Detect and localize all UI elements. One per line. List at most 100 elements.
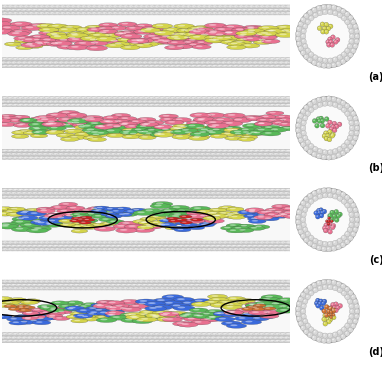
Circle shape — [317, 102, 323, 107]
Circle shape — [195, 130, 215, 135]
Circle shape — [220, 156, 234, 159]
Circle shape — [279, 9, 284, 10]
Circle shape — [301, 326, 303, 328]
Circle shape — [0, 61, 7, 64]
Circle shape — [131, 42, 138, 44]
Circle shape — [330, 314, 331, 315]
Circle shape — [306, 232, 308, 234]
Circle shape — [171, 58, 175, 59]
Circle shape — [157, 299, 165, 301]
Circle shape — [47, 340, 61, 343]
Circle shape — [105, 12, 119, 15]
Circle shape — [286, 287, 291, 288]
Circle shape — [45, 241, 49, 243]
Circle shape — [71, 65, 76, 66]
Circle shape — [16, 333, 30, 336]
Circle shape — [22, 311, 39, 315]
Circle shape — [281, 214, 287, 215]
Circle shape — [37, 5, 51, 8]
Circle shape — [16, 280, 30, 283]
Circle shape — [288, 215, 294, 217]
Circle shape — [24, 196, 28, 197]
Circle shape — [95, 104, 108, 107]
Circle shape — [327, 150, 333, 155]
Circle shape — [100, 248, 113, 251]
Circle shape — [332, 155, 334, 157]
Circle shape — [298, 119, 299, 121]
Circle shape — [0, 280, 3, 283]
Circle shape — [245, 336, 259, 339]
Circle shape — [159, 9, 163, 10]
Circle shape — [115, 213, 132, 217]
Circle shape — [154, 205, 162, 206]
Circle shape — [104, 8, 117, 11]
Circle shape — [177, 8, 191, 11]
Circle shape — [158, 65, 171, 68]
Circle shape — [173, 241, 187, 244]
Circle shape — [176, 322, 184, 324]
Circle shape — [332, 247, 334, 249]
Circle shape — [194, 220, 200, 221]
Circle shape — [11, 220, 33, 225]
Circle shape — [125, 192, 138, 195]
Circle shape — [16, 221, 23, 222]
Circle shape — [349, 222, 354, 227]
Circle shape — [110, 287, 124, 290]
Circle shape — [347, 207, 353, 212]
Circle shape — [345, 103, 350, 108]
Circle shape — [240, 299, 246, 301]
Circle shape — [115, 305, 123, 306]
Circle shape — [316, 5, 322, 11]
Circle shape — [283, 241, 297, 244]
Circle shape — [64, 138, 71, 139]
Circle shape — [255, 58, 259, 59]
Circle shape — [156, 283, 170, 286]
Circle shape — [11, 156, 24, 159]
Circle shape — [38, 284, 42, 285]
Circle shape — [116, 149, 129, 152]
Circle shape — [124, 97, 128, 98]
Circle shape — [2, 62, 6, 63]
Circle shape — [0, 213, 6, 214]
Circle shape — [190, 121, 197, 123]
Circle shape — [199, 280, 213, 283]
Circle shape — [247, 156, 261, 159]
Circle shape — [129, 314, 136, 315]
Circle shape — [192, 26, 213, 31]
Circle shape — [250, 117, 256, 119]
Circle shape — [142, 333, 155, 336]
Circle shape — [158, 149, 171, 152]
Circle shape — [55, 333, 60, 334]
Circle shape — [172, 283, 185, 286]
Circle shape — [287, 153, 301, 156]
Circle shape — [203, 222, 209, 224]
Circle shape — [41, 305, 47, 307]
Circle shape — [55, 241, 60, 243]
Circle shape — [110, 134, 117, 136]
Circle shape — [255, 189, 259, 190]
Circle shape — [47, 195, 61, 198]
Circle shape — [53, 195, 66, 198]
Circle shape — [74, 280, 87, 283]
Circle shape — [19, 287, 23, 288]
Circle shape — [196, 45, 202, 47]
Circle shape — [15, 23, 23, 24]
Circle shape — [154, 125, 173, 129]
Circle shape — [287, 336, 301, 339]
Circle shape — [147, 280, 161, 283]
Circle shape — [163, 149, 176, 152]
Circle shape — [236, 248, 250, 251]
Circle shape — [216, 337, 221, 338]
Circle shape — [89, 65, 103, 68]
Circle shape — [114, 100, 128, 103]
Circle shape — [152, 222, 159, 223]
Circle shape — [68, 248, 82, 251]
Circle shape — [177, 100, 191, 103]
Circle shape — [0, 298, 5, 299]
Circle shape — [40, 283, 54, 286]
Circle shape — [250, 61, 264, 64]
Circle shape — [171, 189, 175, 190]
Circle shape — [6, 104, 19, 107]
Circle shape — [0, 336, 12, 339]
Circle shape — [27, 319, 45, 323]
